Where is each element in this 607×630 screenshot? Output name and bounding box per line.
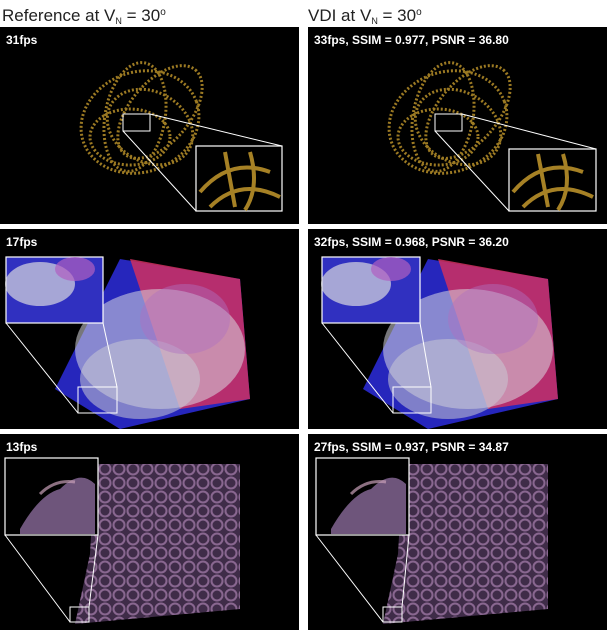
render-panel-row3-reference: 13fps — [0, 434, 299, 630]
quality-stat: 32fps, SSIM = 0.968, PSNR = 36.20 — [314, 235, 509, 249]
render-panel-row3-vdi: 27fps, SSIM = 0.937, PSNR = 34.87 — [308, 434, 607, 630]
column-header-vdi: VDI at VN = 30o — [308, 6, 422, 26]
column-header-reference: Reference at VN = 30o — [2, 6, 166, 26]
fps-stat: 13fps — [6, 440, 38, 454]
render-panel-row2-vdi: 32fps, SSIM = 0.968, PSNR = 36.20 — [308, 229, 607, 429]
render-panel-row2-reference: 17fps — [0, 229, 299, 429]
render-panel-row1-vdi: 33fps, SSIM = 0.977, PSNR = 36.80 — [308, 27, 607, 224]
volume-render-grid — [315, 457, 548, 624]
fps-stat: 31fps — [6, 33, 38, 47]
volume-render-rings — [387, 61, 597, 212]
quality-stat: 33fps, SSIM = 0.977, PSNR = 36.80 — [314, 33, 509, 47]
volume-render-rings — [79, 61, 283, 212]
volume-render-smoke — [321, 256, 558, 429]
fps-stat: 17fps — [6, 235, 38, 249]
quality-stat: 27fps, SSIM = 0.937, PSNR = 34.87 — [314, 440, 509, 454]
render-panel-row1-reference: 31fps — [0, 27, 299, 224]
volume-render-grid — [4, 457, 240, 624]
volume-render-smoke — [5, 256, 250, 429]
